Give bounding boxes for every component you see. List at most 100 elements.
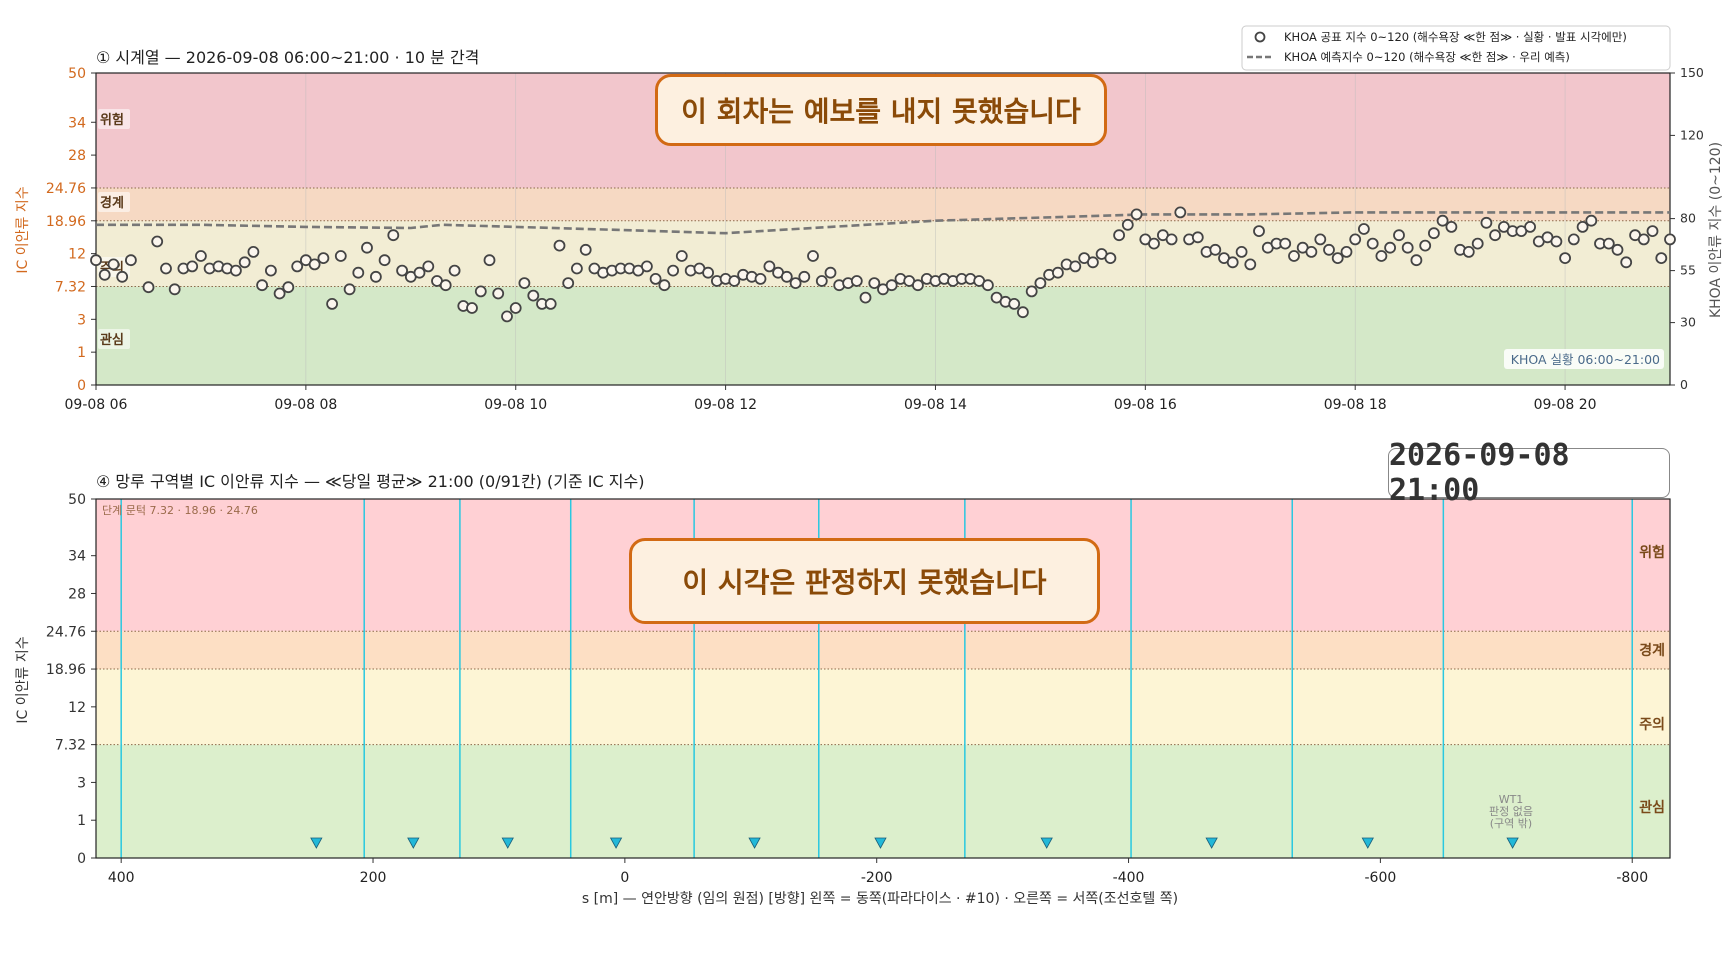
top-y-tick-label-4: 12 <box>68 247 86 263</box>
corner-note: KHOA 실황 06:00~21:00 <box>1511 352 1660 367</box>
tower-marker <box>501 837 514 849</box>
legend-item-observed: KHOA 공표 지수 0~120 (해수욕장 ≪한 점≫ · 실황 · 발표 시… <box>1284 30 1627 44</box>
observed-point <box>1174 206 1187 219</box>
observed-point <box>789 277 802 290</box>
observed-point <box>273 287 286 300</box>
bottom-no-judgment-banner: 이 시각은 판정하지 못했습니다 <box>629 538 1100 624</box>
observed-point <box>1279 237 1292 250</box>
top-y-label-left: IC 이안류 지수 <box>15 186 31 273</box>
bottom-x-tick-label: 400 <box>108 870 135 886</box>
observed-point <box>124 254 137 267</box>
observed-point <box>387 229 400 242</box>
observed-point <box>1664 233 1676 246</box>
top-x-tick-label: 09-08 14 <box>904 397 967 413</box>
observed-point <box>1052 266 1064 279</box>
observed-point <box>466 302 478 314</box>
observed-point <box>107 258 120 271</box>
observed-point <box>238 256 251 269</box>
observed-point <box>1331 252 1344 265</box>
top-y-tick-label-5: 18.96 <box>46 214 86 230</box>
observed-point <box>369 270 382 283</box>
observed-point <box>413 266 426 279</box>
observed-point <box>885 279 898 292</box>
top-y2-tick-label: 0 <box>1680 377 1688 392</box>
observed-point <box>448 264 461 277</box>
bottom-y-tick-label-1: 1 <box>77 813 86 829</box>
bottom-y-tick-label-2: 3 <box>77 775 86 791</box>
observed-point <box>675 250 688 262</box>
observed-point <box>649 272 662 285</box>
observed-point <box>859 291 872 304</box>
observed-point <box>667 264 679 277</box>
observed-point <box>1314 233 1327 246</box>
bottom-y-tick-label-0: 0 <box>77 851 86 867</box>
top-x-tick-label: 09-08 12 <box>694 397 757 413</box>
tower-marker <box>1361 837 1374 849</box>
observed-point <box>378 254 391 267</box>
bottom-y-tick-label-3: 7.32 <box>55 738 86 754</box>
observed-point <box>352 266 365 279</box>
top-y-tick-label-7: 28 <box>68 148 86 164</box>
observed-point <box>1576 220 1589 233</box>
observed-point <box>343 283 356 296</box>
observed-point <box>1480 216 1493 229</box>
observed-point <box>1121 218 1134 231</box>
observed-point <box>1191 231 1204 244</box>
observed-point <box>439 279 452 292</box>
observed-point <box>658 279 671 292</box>
top-y-tick-label-2: 3 <box>77 312 86 328</box>
observed-point <box>1226 256 1239 269</box>
observed-point <box>780 270 793 283</box>
observed-point <box>1559 252 1571 265</box>
observed-point <box>571 262 583 275</box>
top-y2-tick-label: 80 <box>1680 211 1696 226</box>
bottom-band-1 <box>96 669 1670 745</box>
observed-point <box>1340 245 1353 258</box>
legend-circle-icon <box>1254 31 1266 43</box>
top-y-tick-label-1: 1 <box>77 345 86 361</box>
observed-point <box>90 254 102 267</box>
observed-point <box>798 270 811 283</box>
bottom-x-tick-label: 0 <box>620 870 629 886</box>
observed-point <box>492 287 505 300</box>
observed-point <box>518 277 531 290</box>
bottom-band-label: 경계 <box>1639 642 1665 659</box>
bottom-y-tick-label-9: 50 <box>68 492 86 508</box>
observed-point <box>326 297 339 310</box>
top-x-tick-label: 09-08 16 <box>1114 397 1177 413</box>
observed-point <box>1401 241 1414 254</box>
observed-point <box>641 260 653 273</box>
observed-point <box>754 272 767 285</box>
top-y2-tick-label: 55 <box>1680 263 1696 278</box>
tower-marker <box>310 837 323 849</box>
top-y2-tick-label: 150 <box>1680 65 1704 80</box>
observed-point <box>1034 277 1047 290</box>
observed-point <box>483 254 496 267</box>
bottom-band-label: 위험 <box>1639 544 1665 561</box>
bottom-x-tick-label: -800 <box>1616 870 1648 886</box>
observed-point <box>527 289 540 302</box>
observed-point <box>1611 243 1624 256</box>
top-y-label-right: KHOA 이안류 지수 (0~120) <box>1708 142 1724 318</box>
top-band-label-bg <box>98 192 130 212</box>
observed-point <box>1471 237 1484 250</box>
observed-point <box>501 310 513 323</box>
observed-point <box>1637 233 1650 246</box>
observed-point <box>579 243 592 256</box>
bottom-band-label: 관심 <box>1639 799 1665 816</box>
bottom-x-label: s [m] — 연안방향 (임의 원점) [방향] 왼쪽 = 동쪽(파라다이스 … <box>582 891 1178 907</box>
top-y-tick-label-6: 24.76 <box>46 181 86 197</box>
observed-point <box>1349 233 1362 246</box>
observed-point <box>1550 235 1563 248</box>
top-panel-title: ① 시계열 — 2026-09-08 06:00~21:00 · 10 분 간격 <box>96 48 479 67</box>
top-band-label: 관심 <box>100 332 124 348</box>
top-band-2 <box>96 187 1670 221</box>
observed-point <box>815 275 828 287</box>
tower-marker <box>748 837 761 849</box>
observed-point <box>1602 237 1615 250</box>
observed-point <box>256 279 269 292</box>
observed-point <box>1567 233 1580 246</box>
bottom-y-label: IC 이안류 지수 <box>15 636 31 723</box>
observed-point <box>1655 252 1668 265</box>
